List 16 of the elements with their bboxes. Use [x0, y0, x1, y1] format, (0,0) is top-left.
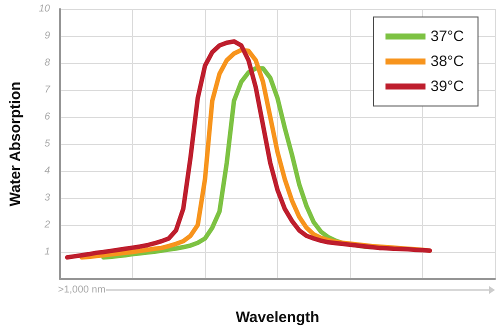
text: >1,000 nm	[58, 284, 106, 296]
y-tick-label: 8	[44, 58, 50, 68]
y-tick-label: 10	[38, 4, 50, 14]
legend-label: 38°C	[430, 53, 464, 70]
x-axis-title: Wavelength	[236, 309, 320, 326]
y-tick-label: 4	[44, 166, 50, 176]
y-tick-label: 9	[44, 30, 50, 42]
y-tick-label: 7	[44, 84, 50, 96]
y-tick-label: 1	[44, 246, 50, 258]
legend-label: 37°C	[430, 28, 464, 45]
y-tick-label: 5	[44, 138, 50, 150]
y-tick-label: 2	[43, 220, 50, 230]
legend-label: 39°C	[430, 78, 464, 95]
y-tick-label: 3	[44, 192, 50, 204]
y-tick-label: 6	[44, 112, 50, 122]
y-axis-title: Water Absorption	[7, 82, 24, 206]
